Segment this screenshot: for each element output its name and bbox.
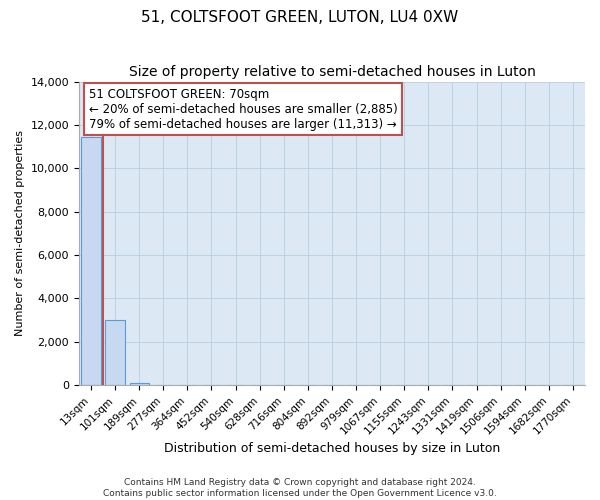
Bar <box>82 137 101 385</box>
Text: Contains HM Land Registry data © Crown copyright and database right 2024.
Contai: Contains HM Land Registry data © Crown c… <box>103 478 497 498</box>
Y-axis label: Number of semi-detached properties: Number of semi-detached properties <box>15 130 25 336</box>
Text: 51, COLTSFOOT GREEN, LUTON, LU4 0XW: 51, COLTSFOOT GREEN, LUTON, LU4 0XW <box>142 10 458 25</box>
Bar <box>106 320 125 385</box>
Bar <box>130 384 149 385</box>
Title: Size of property relative to semi-detached houses in Luton: Size of property relative to semi-detach… <box>128 65 535 79</box>
Text: 51 COLTSFOOT GREEN: 70sqm
← 20% of semi-detached houses are smaller (2,885)
79% : 51 COLTSFOOT GREEN: 70sqm ← 20% of semi-… <box>89 88 398 130</box>
X-axis label: Distribution of semi-detached houses by size in Luton: Distribution of semi-detached houses by … <box>164 442 500 455</box>
